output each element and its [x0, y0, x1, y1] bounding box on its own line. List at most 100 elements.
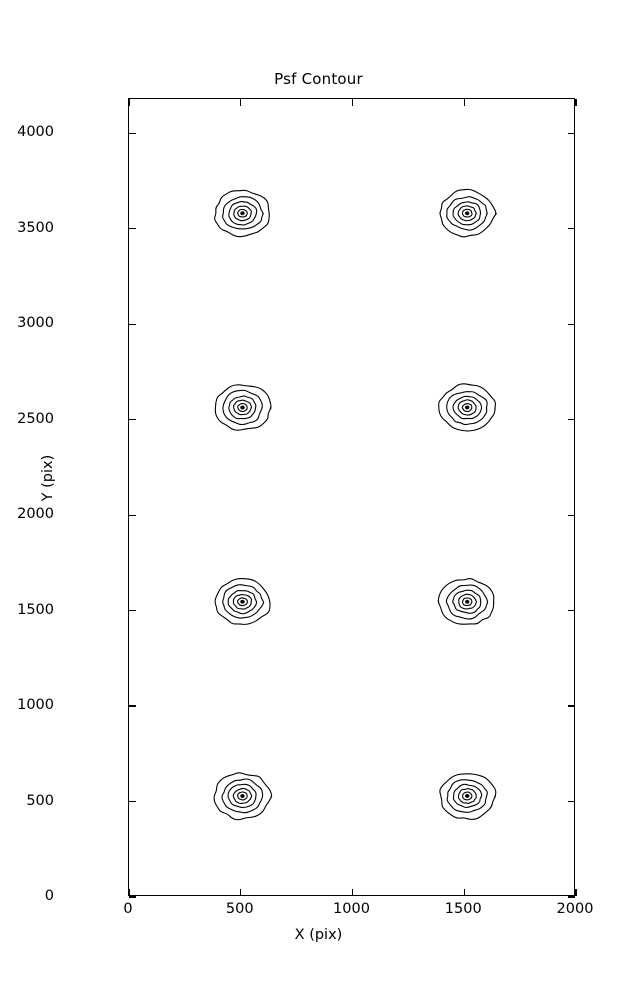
- y-axis-label: Y (pix): [40, 454, 56, 502]
- contour-ring: [237, 403, 248, 413]
- contour-ring: [240, 794, 245, 798]
- contour-ring: [221, 778, 264, 814]
- y-tick-mark-right: [567, 800, 575, 803]
- psf-center-point: [241, 406, 244, 409]
- y-tick-mark-right: [567, 132, 575, 134]
- psf-center-point: [241, 600, 244, 603]
- contour-ring: [237, 208, 248, 218]
- plot-axes-area: [128, 98, 577, 898]
- y-tick-mark: [128, 419, 136, 421]
- contour-ring: [227, 783, 257, 808]
- contour-ring: [464, 211, 470, 216]
- y-tick-mark: [128, 896, 136, 898]
- x-tick-label: 0: [123, 901, 133, 917]
- y-tick-mark: [128, 132, 136, 134]
- x-tick-mark: [463, 888, 465, 896]
- y-tick-mark-right: [567, 610, 575, 612]
- contour-ring: [461, 597, 473, 607]
- contour-ring: [457, 205, 477, 222]
- contour-ring: [457, 399, 477, 416]
- x-tick-label: 1500: [444, 901, 482, 917]
- y-tick-mark-right: [567, 514, 575, 516]
- y-tick-mark: [128, 705, 136, 707]
- contour-ring: [214, 384, 272, 431]
- y-tick-mark-right: [567, 228, 575, 230]
- psf-center-point: [466, 212, 469, 215]
- psf-center-point: [466, 600, 469, 603]
- contour-ring: [461, 208, 473, 218]
- contour-ring: [446, 196, 488, 231]
- contour-ring: [452, 783, 483, 809]
- x-tick-mark: [128, 888, 130, 896]
- y-tick-label: 2000: [17, 506, 54, 523]
- psf-center-point: [466, 406, 469, 409]
- contour-ring: [458, 593, 478, 610]
- contour-ring: [438, 383, 496, 432]
- y-tick-label: 0: [44, 888, 54, 904]
- y-tick-mark-right: [567, 419, 575, 421]
- contour-ring: [214, 577, 271, 625]
- contour-ring: [446, 391, 488, 426]
- contour-ring: [457, 788, 477, 804]
- contour-ring: [462, 791, 473, 801]
- y-tick-mark: [128, 800, 136, 803]
- y-tick-mark-right: [567, 896, 575, 898]
- y-tick-label: 1000: [17, 697, 54, 714]
- psf-center-point: [241, 212, 244, 215]
- psf-center-point: [241, 794, 244, 798]
- contour-ring: [228, 395, 257, 420]
- x-tick-label: 2000: [556, 901, 594, 917]
- y-tick-mark-right: [567, 323, 575, 325]
- x-tick-mark: [575, 888, 577, 896]
- contour-ring: [232, 399, 253, 416]
- psf-center-point: [466, 794, 469, 798]
- y-tick-label: 1500: [17, 601, 54, 618]
- x-axis-label: X (pix): [294, 927, 343, 943]
- y-tick-mark: [128, 514, 136, 516]
- contour-ring: [464, 599, 470, 604]
- contour-ring: [237, 791, 248, 801]
- contour-ring: [452, 201, 482, 226]
- contour-ring: [232, 788, 253, 805]
- contour-ring: [240, 599, 245, 604]
- x-tick-mark-top: [351, 98, 354, 106]
- contour-ring: [227, 589, 258, 615]
- contour-ring: [437, 578, 495, 625]
- y-tick-label: 2500: [17, 410, 54, 427]
- y-tick-mark-right: [567, 705, 575, 707]
- contour-plot-canvas: [213, 188, 498, 821]
- contour-ring: [452, 589, 482, 614]
- contour-ring: [439, 188, 498, 238]
- page-title: Psf Contour: [274, 70, 363, 88]
- contour-ring: [222, 196, 264, 230]
- x-tick-mark-top: [240, 98, 242, 106]
- contour-ring: [233, 205, 252, 222]
- contour-ring: [237, 597, 248, 607]
- y-tick-label: 3500: [17, 219, 54, 236]
- contour-ring: [464, 405, 470, 410]
- x-tick-label: 500: [225, 901, 254, 917]
- y-tick-label: 500: [26, 792, 54, 809]
- x-tick-mark-top: [575, 98, 577, 106]
- contour-ring: [222, 584, 265, 619]
- y-tick-label: 3000: [17, 315, 54, 332]
- contour-ring: [232, 594, 253, 610]
- x-tick-mark: [240, 888, 242, 896]
- contour-ring: [240, 405, 245, 410]
- x-tick-mark: [351, 888, 354, 896]
- contour-ring: [452, 395, 483, 420]
- contour-ring: [464, 794, 470, 798]
- x-tick-mark-top: [463, 98, 465, 106]
- contour-ring: [240, 211, 245, 216]
- contour-ring: [228, 200, 258, 226]
- contour-ring: [213, 772, 273, 821]
- contour-ring: [461, 403, 473, 413]
- contour-ring: [446, 779, 488, 813]
- y-tick-label: 4000: [17, 124, 54, 141]
- y-tick-mark: [128, 323, 136, 325]
- x-tick-label: 1000: [333, 901, 370, 917]
- contour-ring: [222, 389, 263, 426]
- contour-ring: [439, 773, 497, 820]
- x-tick-mark-top: [128, 98, 130, 106]
